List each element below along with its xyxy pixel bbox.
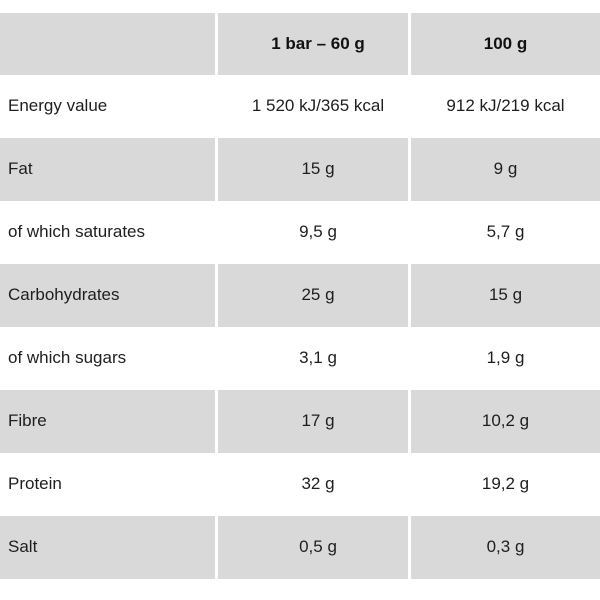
row-value-per-bar: 9,5 g xyxy=(299,222,337,242)
row-value-per-bar: 0,5 g xyxy=(218,516,408,579)
row-label: of which sugars xyxy=(8,348,127,368)
table-row-fat: Fat 15 g 9 g xyxy=(0,138,600,201)
row-value-per-bar: 3,1 g xyxy=(299,348,337,368)
row-value-per-100g: 15 g xyxy=(411,264,600,327)
table-row-saturates: of which saturates 9,5 g 5,7 g xyxy=(0,201,600,264)
table-row-sugars: of which sugars 3,1 g 1,9 g xyxy=(0,327,600,390)
table-header-row: 1 bar – 60 g 100 g xyxy=(0,13,600,75)
row-label: Carbohydrates xyxy=(0,264,215,327)
row-value-per-100g: 1,9 g xyxy=(486,348,525,368)
header-per-bar: 1 bar – 60 g xyxy=(218,13,408,75)
row-value-per-bar: 17 g xyxy=(218,390,408,453)
row-value-per-bar: 25 g xyxy=(218,264,408,327)
row-label: of which saturates xyxy=(8,222,146,242)
nutrition-table: 1 bar – 60 g 100 g Energy value 1 520 kJ… xyxy=(0,13,600,579)
row-value-per-100g: 10,2 g xyxy=(411,390,600,453)
row-value-per-100g: 912 kJ/219 kcal xyxy=(446,96,565,116)
row-value-per-100g: 5,7 g xyxy=(486,222,525,242)
row-label: Fat xyxy=(0,138,215,201)
table-row-fibre: Fibre 17 g 10,2 g xyxy=(0,390,600,453)
row-value-per-100g: 9 g xyxy=(411,138,600,201)
table-row-carbohydrates: Carbohydrates 25 g 15 g xyxy=(0,264,600,327)
table-row-energy: Energy value 1 520 kJ/365 kcal 912 kJ/21… xyxy=(0,75,600,138)
row-value-per-bar: 32 g xyxy=(301,474,335,494)
row-label: Fibre xyxy=(0,390,215,453)
row-value-per-bar: 1 520 kJ/365 kcal xyxy=(251,96,385,116)
row-label: Salt xyxy=(0,516,215,579)
table-row-salt: Salt 0,5 g 0,3 g xyxy=(0,516,600,579)
header-per-100g: 100 g xyxy=(411,13,600,75)
row-label: Energy value xyxy=(8,96,108,116)
row-label: Protein xyxy=(8,474,62,494)
header-label-cell xyxy=(0,13,215,75)
row-value-per-bar: 15 g xyxy=(218,138,408,201)
row-value-per-100g: 19,2 g xyxy=(481,474,530,494)
table-row-protein: Protein 32 g 19,2 g xyxy=(0,453,600,516)
row-value-per-100g: 0,3 g xyxy=(411,516,600,579)
